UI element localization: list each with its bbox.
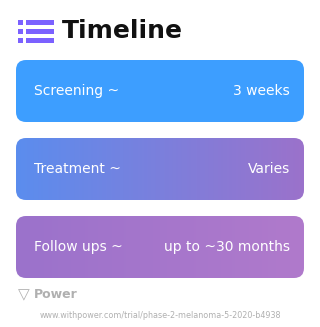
- Text: ▽: ▽: [18, 287, 30, 302]
- FancyBboxPatch shape: [18, 38, 23, 43]
- FancyBboxPatch shape: [26, 28, 54, 33]
- Text: Power: Power: [34, 288, 78, 301]
- FancyBboxPatch shape: [26, 38, 54, 43]
- Text: Follow ups ~: Follow ups ~: [34, 240, 123, 254]
- FancyBboxPatch shape: [26, 20, 54, 25]
- Text: 3 weeks: 3 weeks: [233, 84, 290, 98]
- Text: Screening ~: Screening ~: [34, 84, 119, 98]
- Text: Treatment ~: Treatment ~: [34, 162, 121, 176]
- Text: www.withpower.com/trial/phase-2-melanoma-5-2020-b4938: www.withpower.com/trial/phase-2-melanoma…: [39, 311, 281, 319]
- Text: Timeline: Timeline: [62, 19, 183, 43]
- FancyBboxPatch shape: [18, 28, 23, 33]
- Text: up to ~30 months: up to ~30 months: [164, 240, 290, 254]
- FancyBboxPatch shape: [18, 20, 23, 25]
- Text: Varies: Varies: [248, 162, 290, 176]
